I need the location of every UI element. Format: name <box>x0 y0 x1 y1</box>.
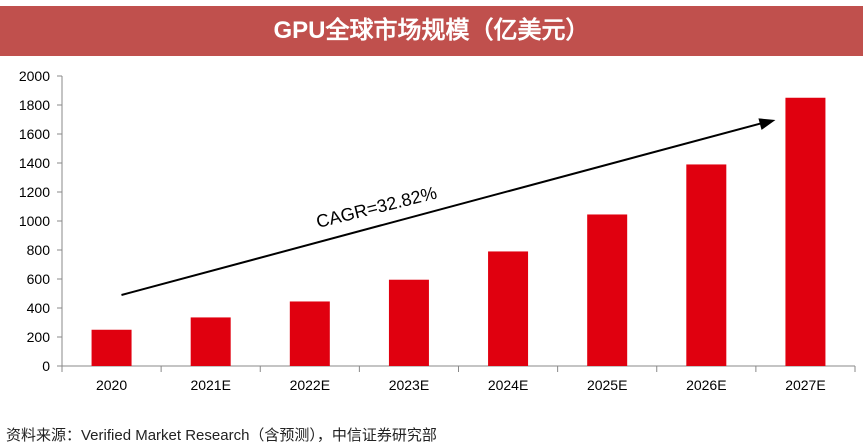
source-note: 资料来源：Verified Market Research（含预测），中信证券研… <box>6 427 437 444</box>
bar-2020 <box>91 329 132 366</box>
y-tick-label: 200 <box>27 329 51 345</box>
bar-series <box>91 97 826 366</box>
x-tick-label: 2027E <box>785 377 825 393</box>
bar-2026E <box>686 164 727 366</box>
x-tick-label: 2020 <box>96 377 127 393</box>
bar-2021E <box>190 317 231 366</box>
bar-chart: 0 200 400 600 800 1000 1200 1400 1600 1800 2000 20… <box>19 68 856 393</box>
cagr-annotation: CAGR=32.82% <box>121 118 776 296</box>
x-tick-label: 2021E <box>190 377 230 393</box>
x-tick-label: 2024E <box>488 377 528 393</box>
y-tick-label: 800 <box>27 242 51 258</box>
bar-2024E <box>488 251 529 366</box>
y-tick-label: 600 <box>27 271 51 287</box>
y-tick-label: 400 <box>27 300 51 316</box>
cagr-arrow-line <box>121 121 766 296</box>
y-tick-label: 0 <box>42 358 50 374</box>
cagr-label: CAGR=32.82% <box>314 183 439 232</box>
bar-2027E <box>785 97 826 366</box>
x-tick-label: 2026E <box>686 377 726 393</box>
y-tick-label: 1200 <box>19 184 50 200</box>
x-tick-label: 2022E <box>290 377 330 393</box>
cagr-arrowhead <box>758 118 776 130</box>
y-tick-label: 1000 <box>19 213 50 229</box>
bar-2023E <box>388 279 429 366</box>
y-tick-label: 1600 <box>19 126 50 142</box>
chart-title: GPU全球市场规模（亿美元） <box>0 6 863 56</box>
x-axis: 2020 2021E 2022E 2023E 2024E 2025E 2026E 2027E <box>61 365 856 393</box>
x-tick-label: 2025E <box>587 377 627 393</box>
bar-2025E <box>587 214 628 366</box>
y-axis: 0 200 400 600 800 1000 1200 1400 1600 1800 2000 <box>19 68 63 374</box>
y-tick-label: 1800 <box>19 97 50 113</box>
y-tick-label: 1400 <box>19 155 50 171</box>
y-tick-label: 2000 <box>19 68 50 84</box>
x-tick-label: 2023E <box>389 377 429 393</box>
bar-2022E <box>289 301 330 366</box>
